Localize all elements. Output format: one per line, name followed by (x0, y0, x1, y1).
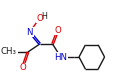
Text: H: H (41, 12, 47, 21)
Text: HN: HN (54, 53, 67, 62)
Text: N: N (26, 27, 33, 37)
Text: CH₃: CH₃ (1, 47, 17, 57)
Text: O: O (55, 25, 61, 35)
Text: O: O (36, 14, 43, 22)
Text: O: O (19, 63, 26, 72)
